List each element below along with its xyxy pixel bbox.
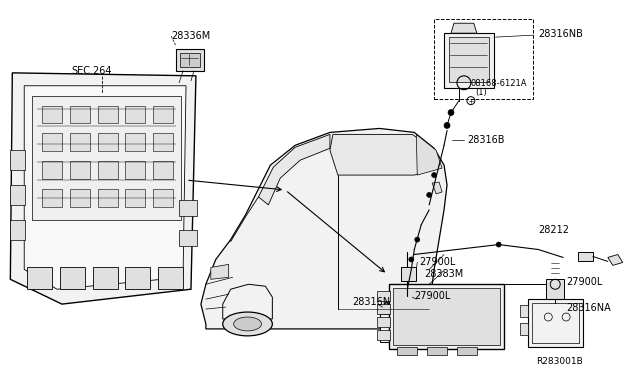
Circle shape [431, 173, 436, 177]
Bar [98, 161, 118, 179]
Text: 28336M: 28336M [171, 31, 211, 41]
Bar [444, 33, 493, 88]
Polygon shape [451, 23, 477, 33]
Ellipse shape [223, 312, 273, 336]
Bar [578, 251, 593, 262]
Bar [153, 189, 173, 207]
Ellipse shape [234, 317, 262, 331]
Bar [153, 161, 173, 179]
Polygon shape [32, 96, 181, 220]
Bar [70, 106, 90, 124]
Ellipse shape [396, 317, 423, 331]
Bar [380, 314, 407, 342]
Text: 28212: 28212 [538, 225, 570, 235]
Circle shape [448, 110, 454, 116]
Bar [125, 267, 150, 289]
Polygon shape [385, 286, 432, 319]
Bar [125, 106, 145, 124]
Bar [390, 284, 504, 349]
Bar [520, 323, 529, 335]
Bar [180, 53, 200, 67]
Text: (1): (1) [475, 88, 486, 97]
Polygon shape [10, 73, 196, 304]
Circle shape [496, 242, 501, 247]
Bar [125, 189, 145, 207]
Bar [98, 189, 118, 207]
Bar [125, 161, 145, 179]
Text: 08168-6121A: 08168-6121A [471, 79, 527, 88]
Bar [70, 189, 90, 207]
Bar [42, 189, 62, 207]
Bar [98, 106, 118, 124]
Polygon shape [259, 134, 330, 205]
Text: 28316NA: 28316NA [566, 303, 611, 313]
Text: 27900L: 27900L [414, 291, 451, 301]
Bar [434, 19, 533, 99]
Bar [10, 220, 25, 240]
Bar [42, 134, 62, 151]
Text: 28316N: 28316N [352, 297, 390, 307]
Polygon shape [201, 128, 447, 329]
Bar [70, 161, 90, 179]
Bar [10, 185, 25, 205]
Bar [70, 134, 90, 151]
Bar [520, 305, 529, 317]
Bar [176, 49, 204, 71]
Bar [158, 267, 183, 289]
Text: R283001B: R283001B [536, 357, 583, 366]
Circle shape [427, 192, 431, 198]
Bar [153, 134, 173, 151]
Text: 27900L: 27900L [566, 277, 602, 287]
Bar [376, 304, 390, 314]
Bar [153, 106, 173, 124]
Bar [376, 291, 390, 301]
Bar [10, 150, 25, 170]
Bar [179, 230, 197, 246]
Bar [401, 267, 416, 281]
Bar [60, 267, 84, 289]
Bar [397, 347, 417, 355]
Circle shape [415, 237, 420, 242]
Circle shape [444, 122, 450, 128]
Bar [42, 161, 62, 179]
Bar [547, 279, 564, 299]
Text: SEC.264: SEC.264 [72, 66, 113, 76]
Polygon shape [24, 86, 186, 289]
Polygon shape [211, 264, 228, 279]
Ellipse shape [385, 312, 434, 336]
Bar [427, 347, 447, 355]
Bar [125, 134, 145, 151]
Text: 28316NB: 28316NB [538, 29, 583, 39]
Bar [449, 37, 489, 82]
Bar [98, 134, 118, 151]
Bar [532, 303, 579, 343]
Bar [28, 267, 52, 289]
Polygon shape [330, 134, 439, 175]
Bar [179, 200, 197, 216]
Polygon shape [416, 134, 442, 175]
Polygon shape [223, 284, 273, 319]
Bar [376, 330, 390, 340]
Polygon shape [432, 182, 442, 194]
Bar [529, 299, 583, 347]
Bar [42, 106, 62, 124]
Bar [93, 267, 118, 289]
Text: 28383M: 28383M [424, 269, 463, 279]
Polygon shape [385, 297, 407, 319]
Text: 28316B: 28316B [467, 135, 504, 145]
Bar [401, 296, 416, 310]
Bar [394, 288, 500, 345]
Circle shape [409, 257, 414, 262]
Bar [376, 317, 390, 327]
Text: 27900L: 27900L [419, 257, 456, 267]
Bar [457, 347, 477, 355]
Polygon shape [608, 254, 623, 265]
